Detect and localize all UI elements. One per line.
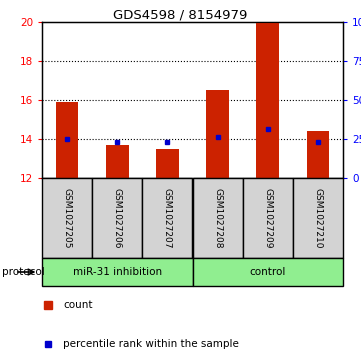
Bar (56, 102, 78, 178)
Bar (243, 178, 293, 258)
Text: GSM1027209: GSM1027209 (263, 188, 272, 248)
Text: GSM1027205: GSM1027205 (62, 188, 71, 248)
Bar (256, 22, 279, 178)
Bar (306, 131, 329, 178)
Bar (156, 149, 179, 178)
Bar (192, 178, 243, 258)
Text: GDS4598 / 8154979: GDS4598 / 8154979 (113, 8, 248, 21)
Bar (206, 90, 229, 178)
Text: control: control (249, 267, 286, 277)
Text: miR-31 inhibition: miR-31 inhibition (73, 267, 162, 277)
Bar (42, 178, 92, 258)
Text: percentile rank within the sample: percentile rank within the sample (63, 339, 239, 349)
Text: count: count (63, 300, 92, 310)
Bar (142, 178, 192, 258)
Bar (92, 178, 142, 258)
Text: protocol: protocol (2, 267, 44, 277)
Bar (106, 145, 129, 178)
Bar (192, 258, 343, 286)
Bar (42, 258, 192, 286)
Bar (293, 178, 343, 258)
Text: GSM1027208: GSM1027208 (213, 188, 222, 248)
Text: GSM1027206: GSM1027206 (113, 188, 122, 248)
Text: GSM1027210: GSM1027210 (313, 188, 322, 248)
Text: GSM1027207: GSM1027207 (163, 188, 172, 248)
